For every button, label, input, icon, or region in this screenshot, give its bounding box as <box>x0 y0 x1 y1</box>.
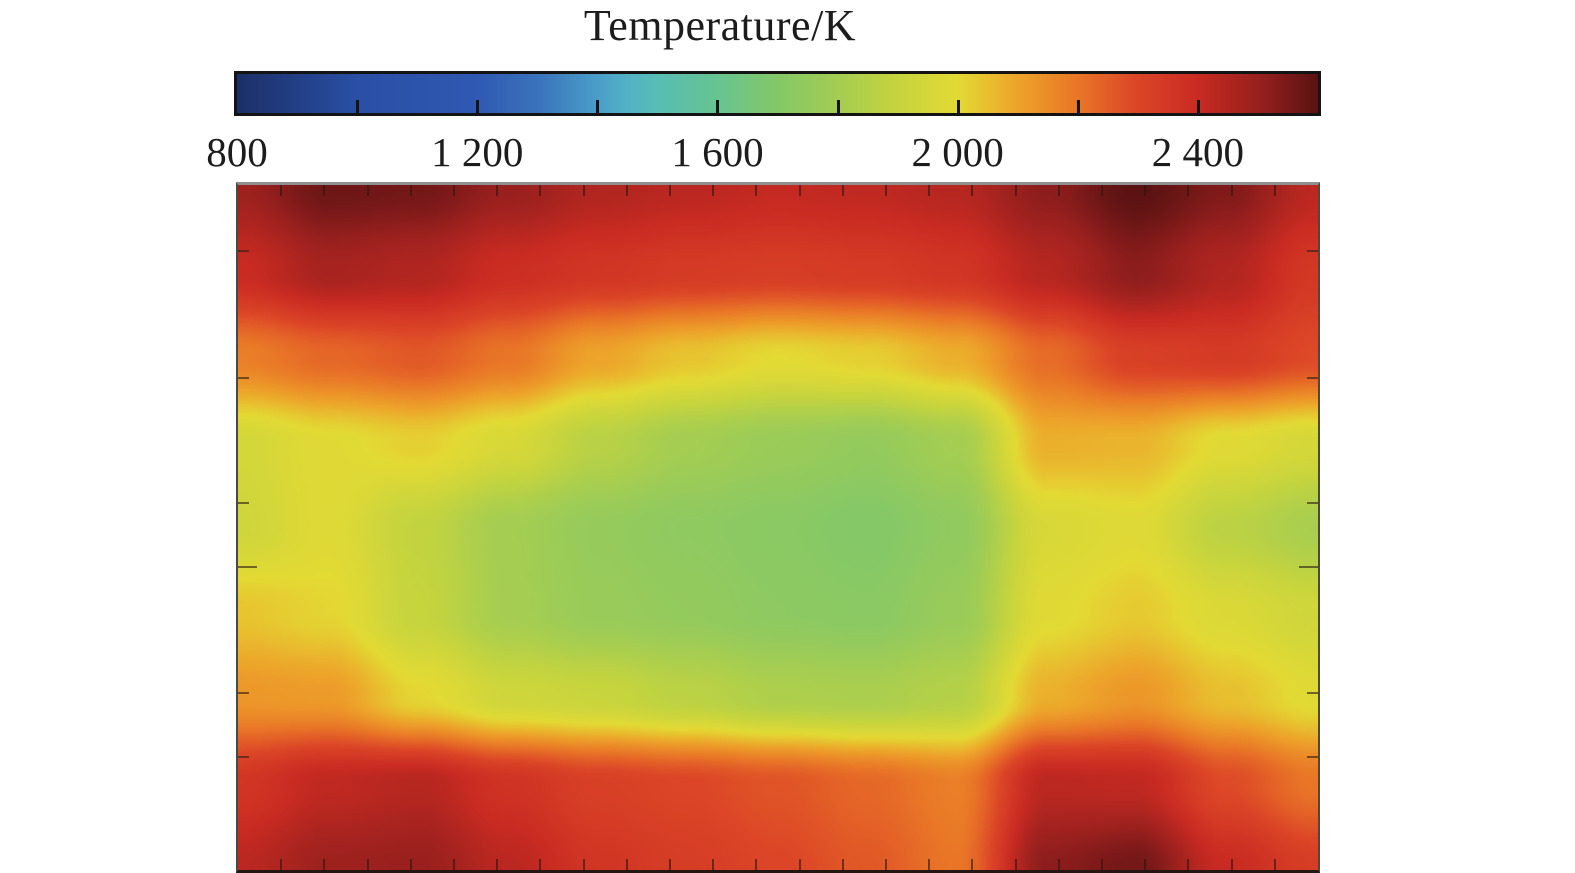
bottom-axis-tick <box>582 859 585 870</box>
top-axis-tick <box>1101 185 1103 196</box>
top-axis-tick <box>841 185 844 196</box>
bottom-axis-tick <box>280 859 283 870</box>
colorbar-tick <box>1196 100 1200 113</box>
top-axis-tick <box>1057 185 1060 196</box>
right-axis-tick <box>1307 755 1318 758</box>
colorbar-tick-label: 1 200 <box>431 129 524 175</box>
bottom-axis-tick <box>798 859 801 870</box>
top-axis-tick <box>453 185 455 196</box>
colorbar-gradient <box>237 74 1318 113</box>
top-axis-tick <box>280 185 283 196</box>
top-axis-tick <box>928 185 931 196</box>
bottom-axis-tick <box>1014 859 1017 870</box>
bottom-axis-tick <box>1144 859 1147 870</box>
bottom-axis-tick <box>841 859 844 870</box>
colorbar-tick-label: 2 000 <box>911 129 1004 175</box>
bottom-axis-tick <box>1057 859 1060 870</box>
top-axis-tick <box>1187 185 1190 196</box>
bottom-axis-tick <box>496 859 499 870</box>
right-axis-tick <box>1299 565 1318 568</box>
colorbar-tick <box>956 100 960 113</box>
top-axis-tick <box>409 185 412 196</box>
top-axis-tick <box>669 185 671 196</box>
left-axis-tick <box>238 755 249 758</box>
top-axis-tick <box>755 185 758 196</box>
colorbar-tick <box>476 100 480 113</box>
top-axis-tick <box>712 185 715 196</box>
colorbar-tick-label: 2 400 <box>1151 129 1244 175</box>
colorbar-tick <box>356 100 360 113</box>
right-axis-tick <box>1307 501 1318 504</box>
colorbar <box>234 71 1321 116</box>
bottom-axis-tick <box>1101 859 1103 870</box>
bottom-axis-tick <box>366 859 369 870</box>
bottom-axis-tick <box>323 859 326 870</box>
top-axis-tick <box>625 185 628 196</box>
top-axis-tick <box>1014 185 1017 196</box>
top-axis-tick <box>971 185 974 196</box>
left-axis-tick <box>238 565 257 568</box>
bottom-axis-tick <box>1230 859 1233 870</box>
right-axis-tick <box>1307 691 1318 694</box>
colorbar-tick <box>1076 100 1080 113</box>
bottom-axis-tick <box>755 859 758 870</box>
bottom-axis-tick <box>669 859 671 870</box>
bottom-axis-tick <box>712 859 715 870</box>
left-axis-tick <box>238 377 249 380</box>
top-axis-tick <box>885 185 887 196</box>
colorbar-tick <box>596 100 600 113</box>
left-axis-tick <box>238 501 249 504</box>
colorbar-tick-label: 1 600 <box>671 129 764 175</box>
bottom-axis-tick <box>1273 859 1276 870</box>
colorbar-title: Temperature/K <box>583 1 857 50</box>
top-axis-tick <box>1273 185 1276 196</box>
heatmap-plot-area <box>236 182 1320 873</box>
bottom-axis-tick <box>539 859 542 870</box>
heatmap-canvas <box>238 185 1318 870</box>
bottom-axis-tick <box>1187 859 1190 870</box>
bottom-axis-tick <box>625 859 628 870</box>
top-axis-tick <box>539 185 542 196</box>
plot-axis-ticks <box>238 185 1318 870</box>
left-axis-tick <box>238 249 249 252</box>
right-axis-tick <box>1307 377 1318 380</box>
top-axis-tick <box>798 185 801 196</box>
right-axis-tick <box>1307 249 1318 252</box>
top-axis-tick <box>1230 185 1233 196</box>
colorbar-tick-label: 800 <box>206 129 268 175</box>
colorbar-tick <box>716 100 720 113</box>
bottom-axis-tick <box>453 859 455 870</box>
colorbar-tick <box>836 100 840 113</box>
bottom-axis-tick <box>409 859 412 870</box>
top-axis-tick <box>496 185 499 196</box>
colorbar-ticks <box>237 74 1318 113</box>
colorbar-labels: 800 1 200 1 600 2 000 2 400 <box>206 128 1318 175</box>
top-axis-tick <box>323 185 326 196</box>
top-axis-tick <box>582 185 585 196</box>
top-axis-tick <box>366 185 369 196</box>
bottom-axis-tick <box>928 859 931 870</box>
top-axis-tick <box>1144 185 1147 196</box>
bottom-axis-tick <box>971 859 974 870</box>
bottom-axis-tick <box>885 859 887 870</box>
left-axis-tick <box>238 691 249 694</box>
